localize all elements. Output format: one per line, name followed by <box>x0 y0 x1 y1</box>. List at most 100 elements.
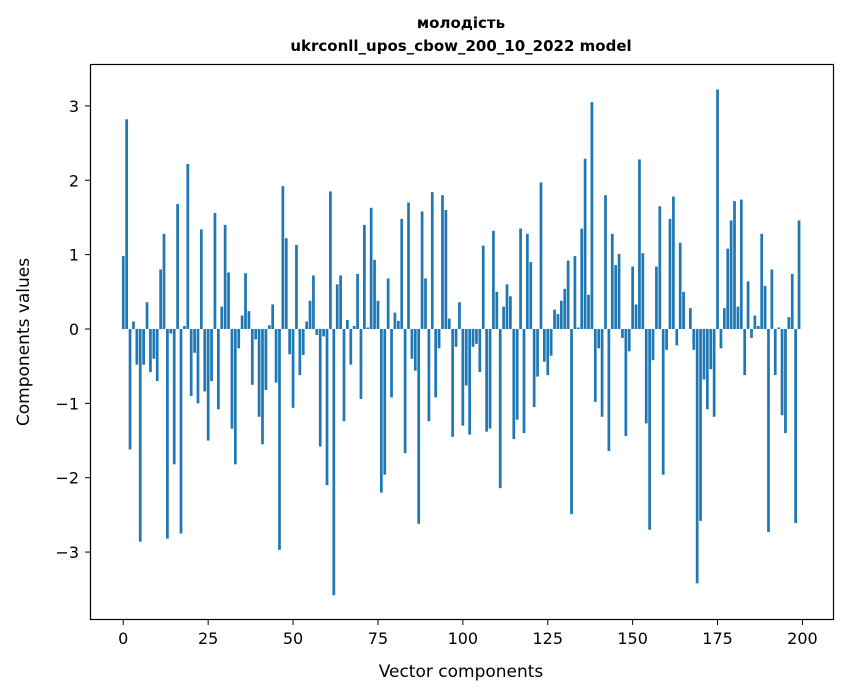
bar-component-38 <box>250 328 254 385</box>
x-tick-label: 0 <box>118 629 128 648</box>
y-tick-label: −2 <box>55 469 79 488</box>
bar-component-99 <box>458 302 461 329</box>
bar-component-169 <box>695 328 699 584</box>
bar-component-73 <box>369 207 373 329</box>
bar-component-101 <box>464 328 468 386</box>
bar-component-57 <box>315 328 319 335</box>
bar-component-0 <box>121 256 125 329</box>
bar-component-26 <box>210 328 213 382</box>
bar-component-154 <box>644 328 648 424</box>
bar-component-34 <box>237 328 241 349</box>
bar-component-175 <box>716 89 719 329</box>
y-tick-label: 2 <box>69 171 79 190</box>
bar-component-29 <box>220 306 224 329</box>
bar-component-103 <box>471 328 475 347</box>
bar-component-71 <box>363 224 366 329</box>
bar-component-21 <box>193 328 196 353</box>
bar-component-104 <box>475 328 478 344</box>
bar-component-163 <box>675 328 679 346</box>
bar-component-17 <box>179 328 183 534</box>
bar-component-87 <box>417 328 421 524</box>
chart-subtitle: ukrconll_upos_cbow_200_10_2022 model <box>290 37 631 55</box>
bar-component-190 <box>767 328 770 532</box>
bar-component-61 <box>329 191 332 329</box>
bar-component-157 <box>655 266 658 329</box>
bar-component-171 <box>702 328 706 380</box>
bar-component-75 <box>376 300 380 329</box>
bar-component-105 <box>478 328 482 373</box>
bar-component-72 <box>366 327 370 329</box>
bar-component-68 <box>352 326 356 329</box>
bar-component-77 <box>383 328 387 475</box>
bar-component-179 <box>729 220 733 329</box>
bar-component-184 <box>746 281 750 329</box>
bar-component-150 <box>631 266 634 329</box>
bar-component-159 <box>661 328 665 475</box>
bar-component-39 <box>254 328 258 340</box>
bar-component-51 <box>295 244 298 329</box>
bar-component-37 <box>247 311 251 329</box>
bar-component-69 <box>356 273 359 329</box>
bar-component-5 <box>138 328 142 542</box>
bar-component-193 <box>777 327 781 329</box>
bar-component-20 <box>189 328 193 396</box>
bar-component-110 <box>495 291 499 329</box>
bar-component-10 <box>155 328 159 382</box>
bar-component-28 <box>216 328 220 410</box>
x-tick-label: 200 <box>787 629 818 648</box>
bar-component-18 <box>183 326 186 329</box>
bar-component-116 <box>515 328 519 420</box>
bar-component-153 <box>641 253 645 329</box>
bar-component-14 <box>169 328 173 334</box>
bar-component-164 <box>678 242 682 329</box>
bar-component-56 <box>312 275 315 329</box>
bar-component-107 <box>485 328 488 432</box>
bar-component-70 <box>359 328 363 399</box>
bar-component-76 <box>379 328 383 493</box>
bar-component-139 <box>593 328 597 402</box>
bar-component-158 <box>658 206 662 329</box>
bar-component-42 <box>264 328 268 390</box>
y-tick-label: 1 <box>69 246 79 265</box>
bar-component-136 <box>583 158 587 329</box>
bar-component-148 <box>624 328 628 437</box>
bar-component-197 <box>790 273 794 329</box>
bar-component-149 <box>627 328 631 352</box>
bar-component-1 <box>125 119 129 329</box>
bar-component-135 <box>580 228 584 329</box>
bar-component-142 <box>604 195 607 329</box>
bar-component-79 <box>390 328 393 398</box>
bar-component-47 <box>281 186 285 329</box>
bar-component-89 <box>424 278 427 329</box>
bar-component-178 <box>726 248 730 329</box>
bar-component-83 <box>403 328 407 454</box>
bar-component-66 <box>346 320 349 329</box>
x-tick-label: 125 <box>532 629 563 648</box>
x-tick-label: 25 <box>198 629 218 648</box>
y-tick-label: 3 <box>69 97 79 116</box>
bar-component-58 <box>318 328 322 447</box>
bar-component-74 <box>373 259 376 329</box>
bar-component-100 <box>461 328 465 426</box>
bar-component-151 <box>634 304 638 329</box>
bar-component-185 <box>750 328 753 338</box>
bar-component-117 <box>519 228 522 329</box>
bar-component-147 <box>621 328 624 338</box>
bar-component-81 <box>396 320 400 329</box>
bar-component-52 <box>298 328 302 376</box>
bar-component-191 <box>770 269 774 329</box>
bar-component-177 <box>722 308 726 329</box>
bar-component-112 <box>502 306 505 329</box>
bar-component-45 <box>274 328 278 383</box>
bar-component-78 <box>386 278 390 329</box>
bar-component-88 <box>420 211 424 329</box>
bar-component-48 <box>284 238 288 329</box>
bar-component-50 <box>291 328 295 408</box>
bar-component-93 <box>437 328 441 349</box>
bar-component-120 <box>529 262 533 329</box>
bar-component-95 <box>444 210 448 329</box>
bar-component-123 <box>539 182 543 329</box>
bar-component-156 <box>651 328 655 361</box>
bar-component-11 <box>159 269 162 329</box>
bar-component-145 <box>614 265 618 329</box>
